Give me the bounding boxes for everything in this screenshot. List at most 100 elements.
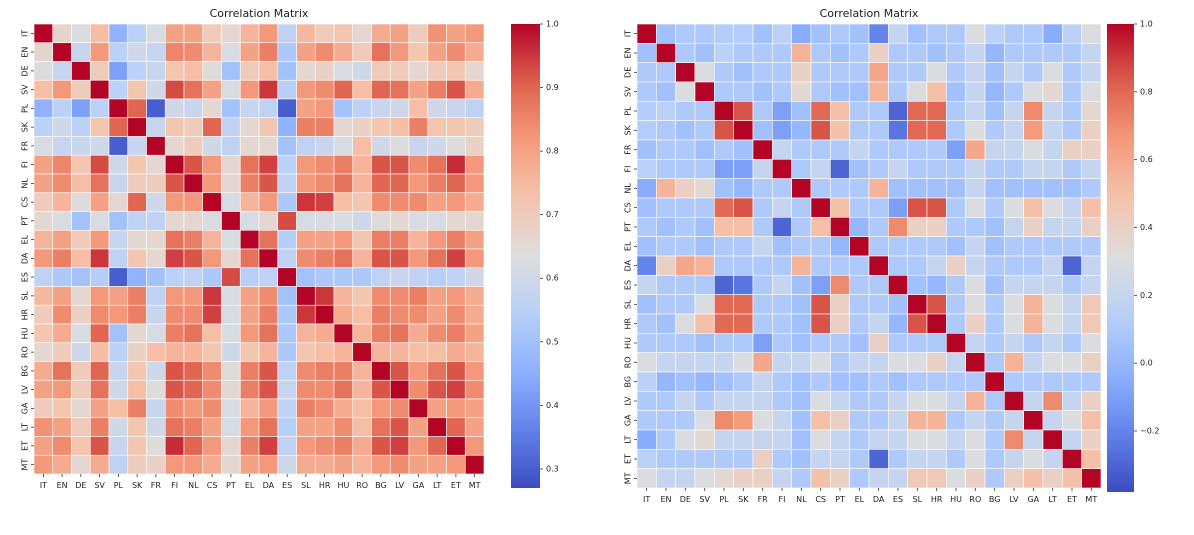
heatmap-cell-PL-LV xyxy=(1004,101,1024,121)
heatmap-cell-MT-SK xyxy=(733,468,754,489)
heatmap-cell-MT-IT xyxy=(33,454,54,475)
heatmap-cell-LV-LT xyxy=(1042,391,1063,411)
heatmap-cell-HR-CS xyxy=(810,313,831,334)
heatmap-cell-EL-GA xyxy=(1023,236,1044,257)
heatmap-cell-HR-GA xyxy=(1023,313,1044,334)
heatmap-cell-HR-PT xyxy=(221,304,241,325)
heatmap-cell-RO-IT xyxy=(636,352,657,373)
heatmap-cell-HU-IT xyxy=(636,333,657,353)
heatmap-cell-FR-MT xyxy=(464,136,485,156)
heatmap-cell-DE-FI xyxy=(164,61,185,81)
heatmap-cell-DA-FI xyxy=(164,248,185,269)
heatmap-cell-SV-CS xyxy=(810,81,831,102)
heatmap-cell-FR-IT xyxy=(636,139,657,160)
heatmap-cell-PL-CS xyxy=(202,98,222,119)
heatmap-cell-EL-EN xyxy=(52,229,72,250)
colorbar-tick-label-6: 1.0 xyxy=(1140,20,1153,29)
heatmap-cell-SL-RO xyxy=(352,286,372,306)
heatmap-cell-GA-ET xyxy=(1062,410,1082,431)
heatmap-cell-EN-PT xyxy=(830,43,850,63)
heatmap-cell-RO-RO xyxy=(965,352,986,373)
heatmap-cell-CS-RO xyxy=(352,192,372,212)
heatmap-cell-SV-HR xyxy=(314,79,335,100)
y-tick-label-FR: FR xyxy=(624,144,633,155)
heatmap-cell-EL-SV xyxy=(89,229,110,250)
heatmap-cell-SV-NL xyxy=(791,81,812,102)
heatmap-cell-RO-SL xyxy=(907,352,928,373)
heatmap-cell-FR-EL xyxy=(239,136,260,156)
heatmap-cell-LV-CS xyxy=(202,379,222,400)
heatmap-cell-EN-EL xyxy=(849,43,870,63)
heatmap-cell-CS-ET xyxy=(1062,197,1082,218)
heatmap-cell-ET-SK xyxy=(733,449,754,469)
heatmap-cell-CS-NL xyxy=(791,197,812,218)
heatmap-cell-DA-LV xyxy=(1004,255,1024,276)
heatmap-cell-SL-RO xyxy=(965,294,986,315)
heatmap-cell-DA-FI xyxy=(772,255,792,276)
heatmap-cell-PL-SL xyxy=(907,101,928,121)
heatmap-cell-PT-GA xyxy=(408,211,429,231)
heatmap-cell-SK-SL xyxy=(907,120,928,141)
heatmap-cell-IT-DE xyxy=(71,23,91,44)
heatmap-cell-HR-MT xyxy=(464,304,485,325)
heatmap-cell-MT-DE xyxy=(675,468,696,489)
heatmap-cell-MT-LT xyxy=(1042,468,1063,489)
heatmap-cell-IT-IT xyxy=(33,23,54,44)
heatmap-cell-FI-MT xyxy=(1081,159,1102,179)
heatmap-cell-SK-SV xyxy=(694,120,715,141)
heatmap-cell-BG-DE xyxy=(675,371,696,392)
heatmap-cell-EL-RO xyxy=(965,236,986,257)
heatmap-cell-NL-CS xyxy=(202,173,222,194)
heatmap-cell-IT-MT xyxy=(1081,23,1102,44)
heatmap-cell-SL-EL xyxy=(239,286,260,306)
heatmap-cell-LT-PL xyxy=(714,429,734,450)
heatmap-cell-EN-IT xyxy=(636,43,657,63)
heatmap-cell-EL-EN xyxy=(656,236,676,257)
y-tick-label-HU: HU xyxy=(624,337,633,349)
heatmap-cell-PL-EN xyxy=(656,101,676,121)
x-tick-label-HU: HU xyxy=(337,481,349,490)
heatmap-cell-FR-LT xyxy=(427,136,447,156)
colorbar-tick-label-7: 1.0 xyxy=(546,20,559,29)
heatmap-cell-CS-GA xyxy=(1023,197,1044,218)
x-tick-label-CS: CS xyxy=(207,481,218,490)
heatmap-cell-RO-NL xyxy=(183,342,204,362)
heatmap-cell-FI-LT xyxy=(427,154,447,175)
heatmap-cell-BG-HU xyxy=(333,361,354,381)
heatmap-cell-LT-HR xyxy=(314,417,335,437)
heatmap-cell-ET-CS xyxy=(202,436,222,456)
heatmap-cell-SL-HR xyxy=(926,294,947,315)
colorbar-tick-label-1: 0.4 xyxy=(546,401,559,410)
heatmap-cell-ES-GA xyxy=(1023,275,1044,295)
heatmap-cell-BG-FR xyxy=(146,361,166,381)
heatmap-cell-IT-DE xyxy=(675,23,696,44)
heatmap-cell-MT-EN xyxy=(656,468,676,489)
heatmap-cell-EN-BG xyxy=(371,42,391,62)
heatmap-cell-RO-LV xyxy=(389,342,410,362)
heatmap-cell-EN-DE xyxy=(71,42,91,62)
heatmap-cell-PT-CS xyxy=(810,217,831,237)
colorbar-tick-label-0: −0.2 xyxy=(1140,426,1159,435)
heatmap-cell-PT-IT xyxy=(636,217,657,237)
heatmap-cell-PL-PT xyxy=(830,101,850,121)
heatmap-cell-IT-DA xyxy=(868,23,889,44)
heatmap-cell-SL-ES xyxy=(277,286,297,306)
heatmap-cell-SK-FI xyxy=(772,120,792,141)
heatmap-cell-NL-BG xyxy=(371,173,391,194)
heatmap-cell-ET-FI xyxy=(772,449,792,469)
heatmap-cell-SK-SK xyxy=(733,120,754,141)
heatmap-cell-RO-FR xyxy=(752,352,773,373)
heatmap-cell-IT-SV xyxy=(694,23,715,44)
heatmap-cell-HR-FR xyxy=(752,313,773,334)
heatmap-cell-HU-LT xyxy=(427,323,447,344)
heatmap-cell-LT-SL xyxy=(296,417,316,437)
colorbar-tick-label-3: 0.6 xyxy=(546,274,559,283)
heatmap-cell-SK-LT xyxy=(1042,120,1063,141)
heatmap-cell-GA-PL xyxy=(108,398,129,419)
heatmap-cell-LT-DE xyxy=(675,429,696,450)
heatmap-cell-BG-GA xyxy=(408,361,429,381)
heatmap-cell-RO-BG xyxy=(371,342,391,362)
heatmap-cell-EN-FR xyxy=(146,42,166,62)
heatmap-cell-DA-SL xyxy=(296,248,316,269)
heatmap-cell-PL-GA xyxy=(1023,101,1044,121)
